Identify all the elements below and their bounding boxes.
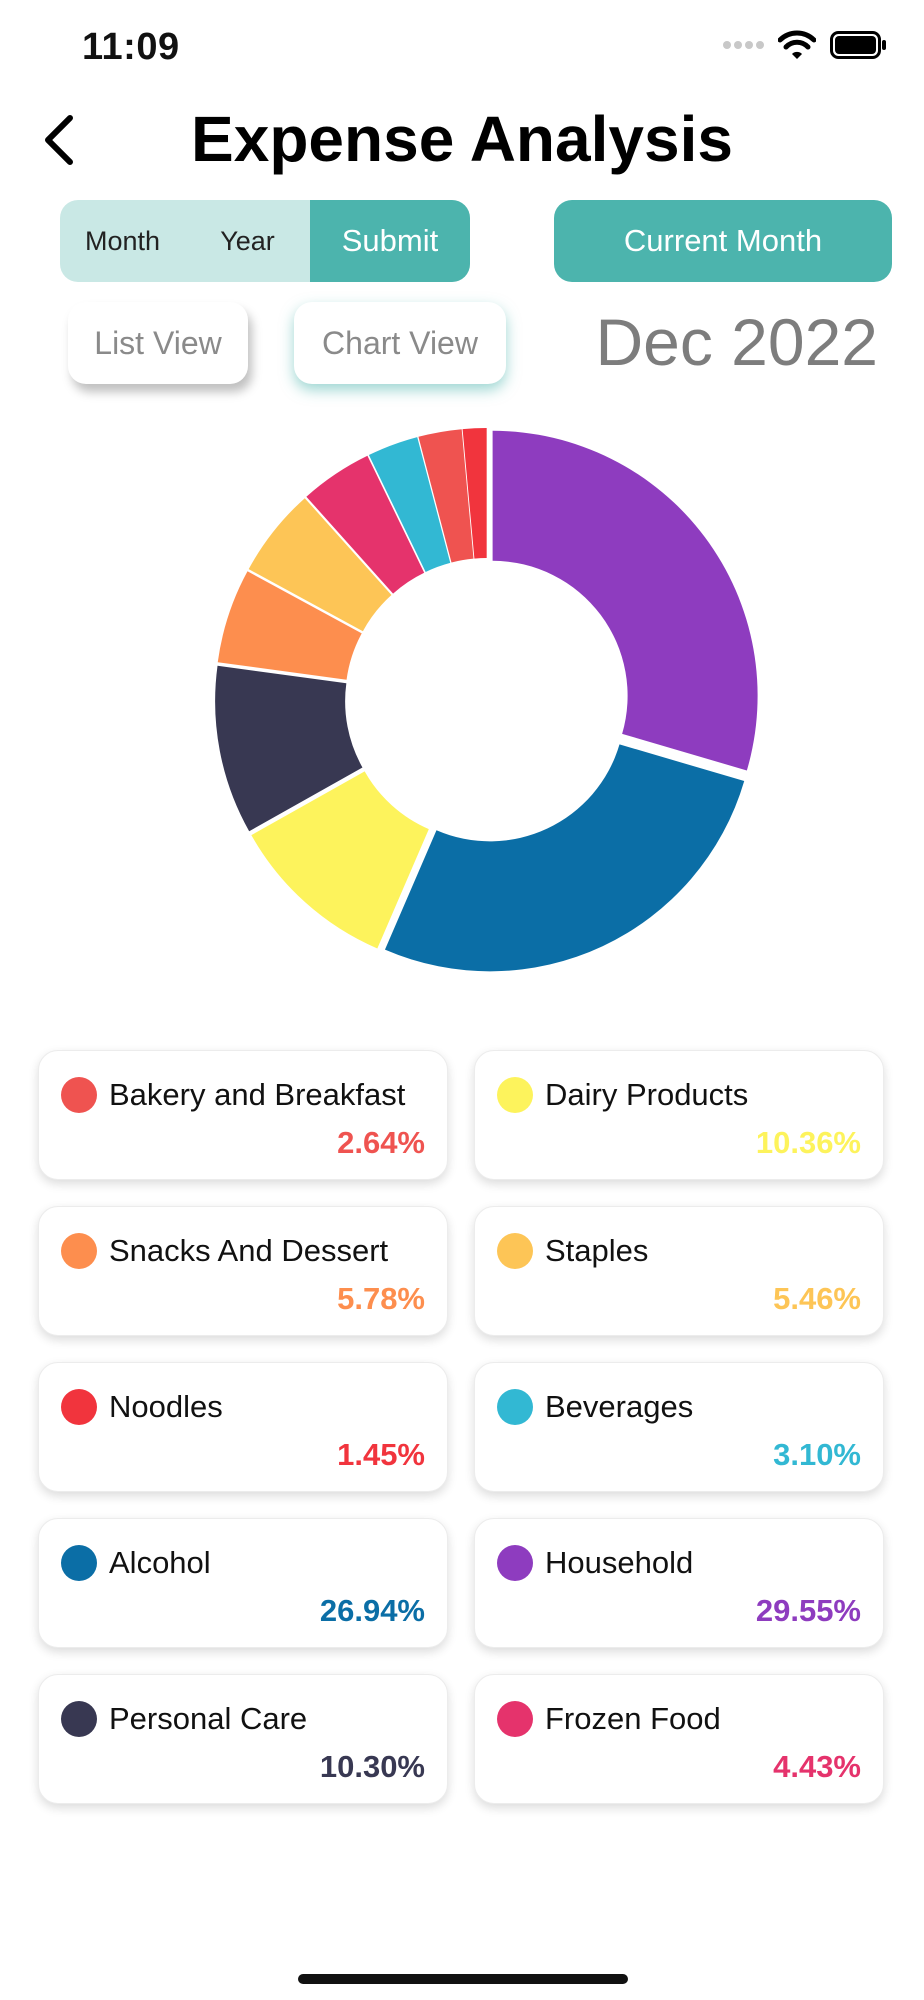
donut-slice-noodles[interactable]	[462, 428, 487, 559]
category-name: Dairy Products	[545, 1077, 749, 1112]
donut-slice-household[interactable]	[492, 430, 758, 771]
donut-slice-beverages[interactable]	[368, 437, 451, 572]
donut-slice-snacks-and-dessert[interactable]	[217, 571, 362, 680]
status-icons	[722, 30, 888, 60]
month-year-selector: Month Year Submit	[60, 200, 470, 282]
category-percent: 3.10%	[773, 1437, 861, 1472]
donut-slice-personal-care[interactable]	[215, 665, 363, 832]
category-name: Bakery and Breakfast	[109, 1077, 406, 1112]
category-name: Household	[545, 1545, 694, 1580]
legend-color-dot	[497, 1077, 533, 1113]
category-percent: 10.30%	[319, 1749, 425, 1784]
period-label: Dec 2022	[595, 305, 878, 379]
donut-slice-alcohol[interactable]	[384, 744, 745, 972]
category-percent: 10.36%	[755, 1125, 861, 1160]
category-percent: 2.64%	[337, 1125, 425, 1160]
legend-card: Noodles 1.45%	[38, 1362, 448, 1492]
legend-color-dot	[497, 1233, 533, 1269]
category-percent: 1.45%	[337, 1437, 425, 1472]
battery-icon	[830, 31, 886, 59]
donut-slice-frozen-food[interactable]	[306, 455, 425, 594]
legend-color-dot	[497, 1545, 533, 1581]
category-percent: 5.78%	[337, 1281, 425, 1316]
category-name: Noodles	[109, 1389, 223, 1424]
page-title: Expense Analysis	[191, 103, 733, 175]
legend-card: Frozen Food 4.43%	[474, 1674, 884, 1804]
month-picker[interactable]: Month	[84, 225, 161, 256]
category-percent: 5.46%	[773, 1281, 861, 1316]
current-month-button[interactable]: Current Month	[554, 200, 892, 282]
category-name: Frozen Food	[545, 1701, 721, 1736]
category-name: Staples	[545, 1233, 649, 1268]
legend-color-dot	[61, 1389, 97, 1425]
home-indicator	[298, 1974, 628, 1984]
expense-donut-chart	[215, 428, 758, 972]
submit-button[interactable]: Submit	[310, 200, 470, 282]
donut-slice-staples[interactable]	[248, 498, 392, 632]
category-percent: 26.94%	[319, 1593, 425, 1628]
legend-color-dot	[61, 1233, 97, 1269]
legend-color-dot	[497, 1389, 533, 1425]
category-name: Alcohol	[109, 1545, 211, 1580]
legend-color-dot	[61, 1545, 97, 1581]
year-picker[interactable]: Year	[220, 225, 275, 256]
category-name: Beverages	[545, 1389, 694, 1424]
legend-color-dot	[61, 1701, 97, 1737]
chart-view-button[interactable]: Chart View	[294, 302, 506, 384]
back-button[interactable]	[40, 112, 80, 168]
donut-slice-dairy-products[interactable]	[251, 771, 429, 949]
chevron-left-icon	[45, 115, 73, 165]
category-percent: 29.55%	[755, 1593, 861, 1628]
category-percent: 4.43%	[773, 1749, 861, 1784]
legend-card: Alcohol 26.94%	[38, 1518, 448, 1648]
wifi-icon	[778, 30, 816, 59]
legend-card: Personal Care 10.30%	[38, 1674, 448, 1804]
legend-card: Household 29.55%	[474, 1518, 884, 1648]
list-view-button[interactable]: List View	[68, 302, 248, 384]
legend-card: Beverages 3.10%	[474, 1362, 884, 1492]
donut-slice-bakery-and-breakfast[interactable]	[418, 429, 474, 563]
legend-card: Snacks And Dessert 5.78%	[38, 1206, 448, 1336]
legend-card: Staples 5.46%	[474, 1206, 884, 1336]
category-name: Snacks And Dessert	[109, 1233, 389, 1268]
legend-card: Dairy Products 10.36%	[474, 1050, 884, 1180]
legend-color-dot	[497, 1701, 533, 1737]
cellular-signal-icon	[723, 41, 764, 49]
legend-card: Bakery and Breakfast 2.64%	[38, 1050, 448, 1180]
legend-color-dot	[61, 1077, 97, 1113]
status-time: 11:09	[82, 26, 180, 68]
category-name: Personal Care	[109, 1701, 308, 1736]
